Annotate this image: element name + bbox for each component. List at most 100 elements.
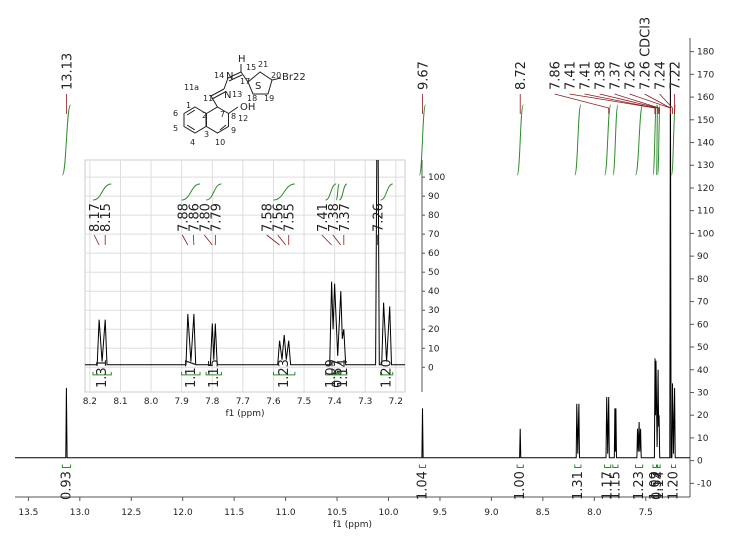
inset-peak-leader — [321, 234, 332, 246]
integral-bracket — [574, 464, 582, 468]
atom-label: 11a — [184, 83, 199, 92]
integral-bracket — [604, 464, 612, 468]
x-tick-label: 8.5 — [536, 508, 550, 518]
inset-peak-leader — [181, 234, 189, 246]
integral-curve — [634, 104, 644, 176]
atom-label: 4 — [190, 138, 195, 147]
y-tick-label: 10 — [697, 434, 709, 444]
x-tick-label: 7.5 — [639, 508, 653, 518]
x-tick-label: 10.0 — [378, 508, 398, 518]
inset-y-tick-label: 20 — [428, 325, 440, 335]
atom-label: 17 — [240, 77, 250, 86]
integral-curve — [574, 104, 582, 176]
inset-x-tick-label: 7.9 — [175, 397, 190, 407]
integral-bracket — [657, 464, 661, 468]
inset-integral-label: 1.15 — [207, 359, 222, 388]
inset-spectrum-line — [85, 160, 405, 366]
y-tick-label: 180 — [697, 48, 714, 58]
peak-label: 9.67 — [416, 61, 431, 90]
integral-curve — [418, 104, 427, 176]
inset-peak-leader — [266, 234, 280, 246]
integral-label: 1.14 — [652, 471, 667, 500]
inset-peak-leader — [332, 234, 342, 246]
inset-integral-bracket — [380, 371, 394, 376]
integral-curve — [652, 104, 658, 176]
integral-bracket — [418, 464, 427, 468]
integral-label: 1.31 — [571, 471, 586, 500]
y-tick-label: 100 — [697, 229, 714, 239]
inset-y-tick-label: 100 — [428, 173, 445, 183]
peak-label: 7.26 CDCl3 — [639, 17, 654, 90]
peak-leader — [614, 93, 660, 114]
inset-peak-label: 7.79 — [209, 203, 224, 232]
peak-label: 13.13 — [60, 53, 75, 90]
integral-label: 0.57 — [650, 471, 665, 500]
y-tick-label: -10 — [697, 479, 712, 489]
atom-label: S — [255, 81, 261, 92]
integral-bracket — [516, 464, 524, 468]
y-tick-label: 20 — [697, 411, 709, 421]
x-tick-label: 11.5 — [224, 508, 244, 518]
inset-integral-bracket — [205, 371, 222, 376]
atom-label: 5 — [173, 124, 178, 133]
inset-integral-label: 1.14 — [336, 359, 351, 388]
integral-label: 1.20 — [667, 471, 682, 500]
inset-peak-label: 7.86 — [187, 203, 202, 232]
inset-x-tick-label: 8.0 — [144, 397, 159, 407]
atom-label: 10 — [215, 138, 225, 147]
inset-peak-label: 7.37 — [338, 203, 353, 232]
y-tick-label: 130 — [697, 161, 714, 171]
atom-label: 19 — [264, 94, 274, 103]
inset-x-tick-label: 7.4 — [327, 397, 342, 407]
peak-label: 7.26 — [624, 61, 639, 90]
inset-peak-leader — [93, 234, 100, 246]
y-tick-label: 160 — [697, 93, 714, 103]
inset-integral-curve — [181, 183, 201, 201]
inset-x-tick-label: 7.6 — [266, 397, 281, 407]
inset-y-tick-label: 70 — [428, 230, 440, 240]
x-tick-label: 13.0 — [70, 508, 90, 518]
inset: 8.2 8.1 8.0 7.9 7.8 7.7 7.6 7.5 7.4 7.3 7.2 0 10 20 30… — [83, 159, 445, 419]
integral-curve — [604, 104, 612, 176]
integral-curve — [61, 104, 72, 176]
inset-peak-leader — [192, 234, 195, 246]
inset-integral-curve — [325, 183, 337, 201]
peak-leader — [644, 93, 671, 114]
inset-integral-bracket — [338, 371, 348, 376]
integral-label: 0.93 — [59, 471, 74, 500]
peak-label: 7.24 — [654, 61, 669, 90]
integral-curve — [657, 104, 661, 176]
inset-peak-label: 8.17 — [88, 203, 103, 232]
inset-integral-label: 1.31 — [95, 359, 110, 388]
atom-label: N — [224, 90, 231, 101]
x-tick-label: 12.5 — [121, 508, 141, 518]
inset-peak-label: 7.56 — [272, 203, 287, 232]
inset-integral-curve — [335, 183, 340, 201]
y-tick-label: 150 — [697, 116, 714, 126]
atom-label: 15 — [246, 63, 256, 72]
atom-label: 2 — [202, 111, 207, 120]
inset-integral-bracket — [92, 371, 112, 376]
x-axis-title: f1 (ppm) — [333, 520, 372, 530]
inset-integral-label: 0.57 — [331, 359, 346, 388]
y-tick-label: 60 — [697, 320, 709, 330]
atom-label: 3 — [204, 130, 209, 139]
integral-curve — [516, 104, 524, 176]
integral-curve — [670, 104, 677, 176]
inset-x-tick-label: 7.8 — [205, 397, 220, 407]
integral-label: 1.17 — [601, 471, 616, 500]
inset-integral-label: 1.20 — [380, 359, 395, 388]
y-tick-label: 70 — [697, 298, 709, 308]
y-tick-label: 170 — [697, 70, 714, 80]
inset-y-tick-label: 80 — [428, 211, 440, 221]
inset-y-tick-label: 30 — [428, 306, 440, 316]
inset-peak-label: 7.58 — [261, 203, 276, 232]
inset-y-tick-label: 90 — [428, 192, 440, 202]
integral-curve — [612, 104, 619, 176]
inset-integral-curve — [273, 183, 295, 201]
inset-peak-leader — [277, 234, 287, 246]
y-tick-label: 0 — [697, 457, 703, 467]
integral-label: 1.00 — [513, 471, 528, 500]
peak-label: 8.72 — [514, 61, 529, 90]
